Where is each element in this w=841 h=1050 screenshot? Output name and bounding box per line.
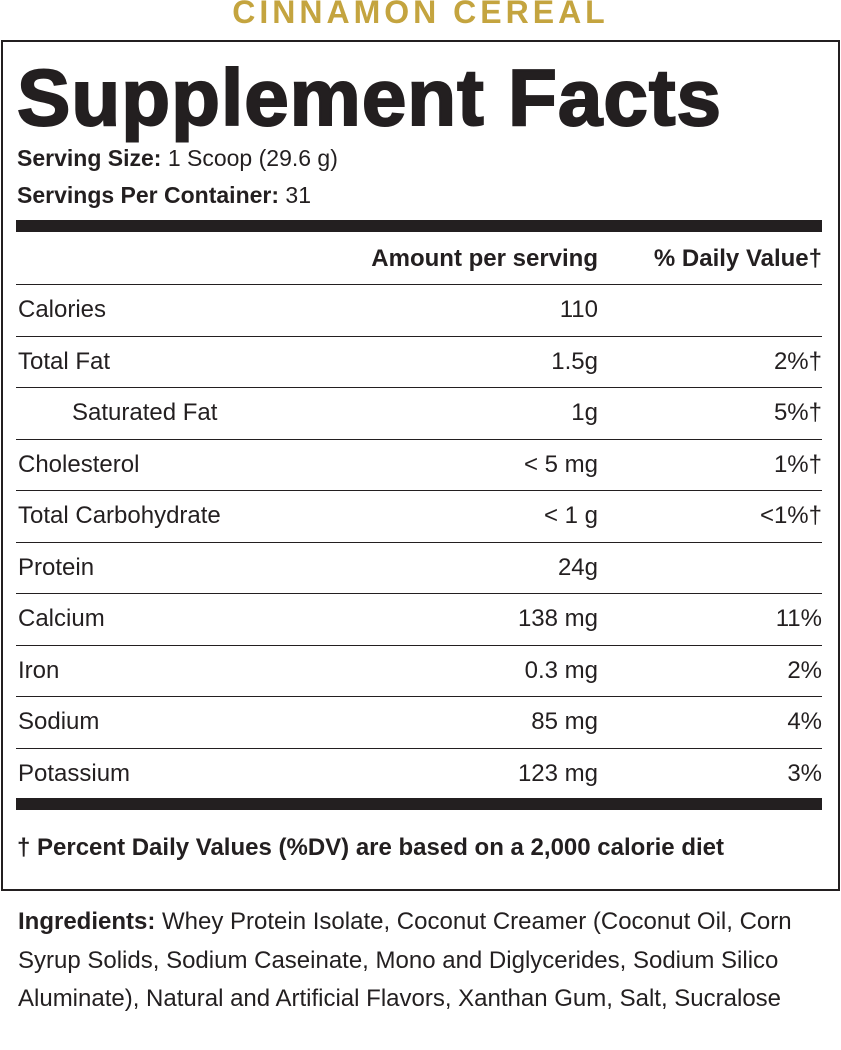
column-header: % Daily Value† [653, 245, 822, 272]
daily-value: 2% [787, 656, 822, 684]
serving-size: Serving Size: 1 Scoop (29.6 g) [17, 144, 338, 172]
ingredients: Ingredients: Whey Protein Isolate, Cocon… [18, 903, 828, 1019]
table-row: Calories 110 [16, 285, 822, 337]
nutrient-name: Calories [18, 296, 107, 324]
amount: 1g [571, 399, 598, 427]
text: Whey Protein Isolate, Coconut Creamer (C… [18, 908, 792, 1012]
table-header: Amount per serving % Daily Value† [16, 234, 822, 285]
amount: 24g [557, 553, 598, 581]
table-row: Calcium 138 mg 11% [16, 594, 822, 646]
label: Serving Size: [17, 145, 162, 171]
table-row: Iron 0.3 mg 2% [16, 646, 822, 697]
nutrient-name: Potassium [18, 759, 131, 787]
daily-value: 4% [787, 708, 822, 736]
daily-value: 5%† [773, 399, 822, 427]
label: Servings Per Container: [17, 182, 280, 208]
table-row: Sodium 85 mg 4% [16, 697, 822, 749]
footnote: † Percent Daily Values (%DV) are based o… [17, 834, 724, 861]
servings-per-container: Servings Per Container: 31 [17, 181, 311, 209]
thick-rule [16, 798, 822, 810]
table-body: Calories 110 Total Fat 1.5g 2%† Saturated Fat… [16, 285, 822, 799]
table-row: Protein 24g [16, 543, 822, 594]
amount: 123 mg [517, 759, 598, 787]
value: 1 Scoop (29.6 g) [167, 145, 338, 171]
amount: < 1 g [543, 502, 598, 530]
nutrient-name: Total Carbohydrate [18, 502, 221, 530]
column-header: Amount per serving [371, 245, 598, 272]
value: 31 [285, 182, 312, 208]
nutrient-name: Iron [18, 656, 60, 684]
table-row: Potassium 123 mg 3% [16, 749, 822, 800]
amount: 0.3 mg [524, 656, 598, 684]
amount: 1.5g [551, 347, 598, 375]
thick-rule [16, 220, 822, 232]
flavor: CINNAMON CEREAL [232, 0, 609, 30]
daily-value: 2%† [773, 347, 822, 375]
amount: 110 [559, 296, 598, 324]
nutrient-name: Saturated Fat [72, 399, 218, 427]
table-row: Total Fat 1.5g 2%† [16, 337, 822, 388]
table-row: Cholesterol < 5 mg 1%† [16, 440, 822, 491]
label: Ingredients: [18, 908, 156, 935]
daily-value: 11% [775, 605, 822, 633]
nutrient-name: Total Fat [18, 347, 111, 375]
amount: 85 mg [531, 708, 598, 736]
nutrient-name: Sodium [18, 708, 100, 736]
facts-panel: Supplement Facts Serving Size: 1 Scoop (… [1, 40, 840, 891]
nutrient-name: Protein [18, 553, 95, 581]
nutrient-name: Calcium [18, 605, 105, 633]
table-row: Saturated Fat 1g 5%† [16, 388, 822, 440]
amount: 138 mg [517, 605, 598, 633]
table-row: Total Carbohydrate < 1 g <1%† [16, 491, 822, 543]
nutrient-name: Cholesterol [18, 450, 140, 478]
daily-value: 3% [787, 759, 822, 787]
amount: < 5 mg [523, 450, 598, 478]
daily-value: 1%† [773, 450, 822, 478]
daily-value: <1%† [759, 502, 822, 530]
title: Supplement Facts [16, 52, 723, 143]
